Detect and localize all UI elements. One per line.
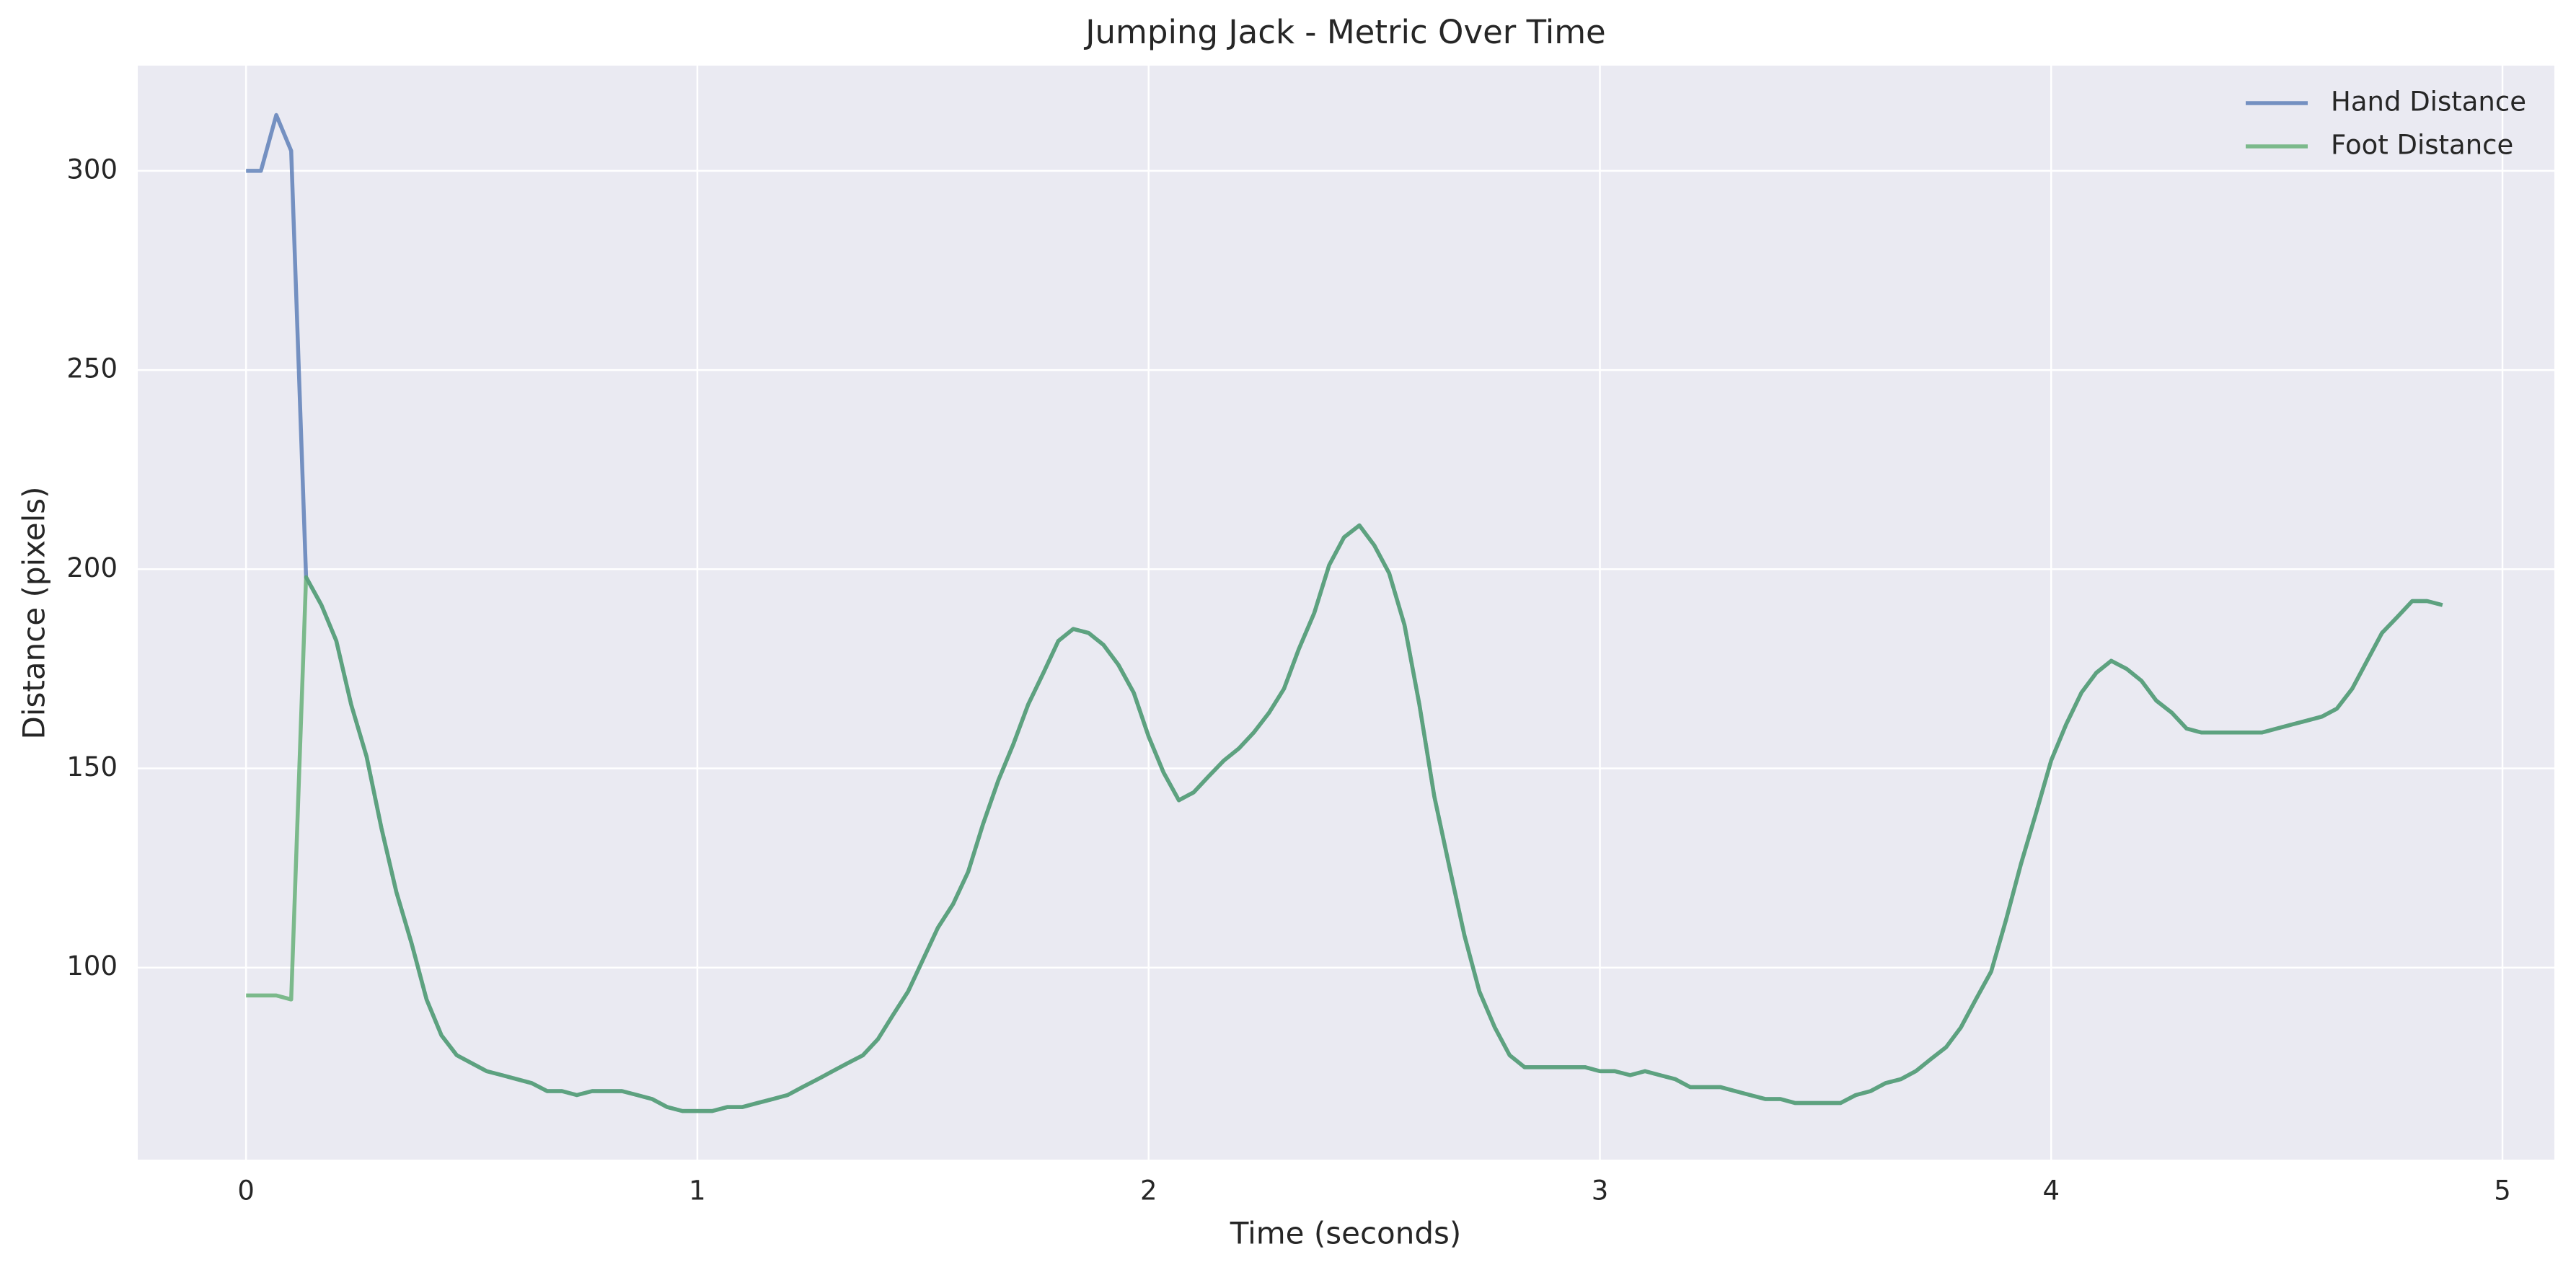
grid <box>138 66 2554 1160</box>
x-tick-label: 0 <box>237 1175 255 1206</box>
chart-title: Jumping Jack - Metric Over Time <box>1083 13 1605 51</box>
x-tick-label: 3 <box>1592 1175 1609 1206</box>
y-axis-label: Distance (pixels) <box>17 486 52 739</box>
lines <box>246 112 2443 1113</box>
legend-label: Foot Distance <box>2331 130 2513 161</box>
x-tick-label: 5 <box>2494 1175 2511 1206</box>
x-axis-label: Time (seconds) <box>1230 1216 1462 1251</box>
y-tick-label: 300 <box>66 154 118 185</box>
series-line <box>246 523 2443 1113</box>
plot-area <box>138 66 2554 1160</box>
legend: Hand Distance Foot Distance <box>2246 87 2526 161</box>
y-tick-label: 250 <box>66 353 118 384</box>
x-tick-label: 1 <box>689 1175 706 1206</box>
x-tick-label: 2 <box>1140 1175 1157 1206</box>
y-tick-label: 100 <box>66 950 118 981</box>
y-tick-label: 150 <box>66 751 118 782</box>
x-tick-label: 4 <box>2042 1175 2060 1206</box>
legend-label: Hand Distance <box>2331 87 2526 118</box>
y-tick-label: 200 <box>66 552 118 583</box>
